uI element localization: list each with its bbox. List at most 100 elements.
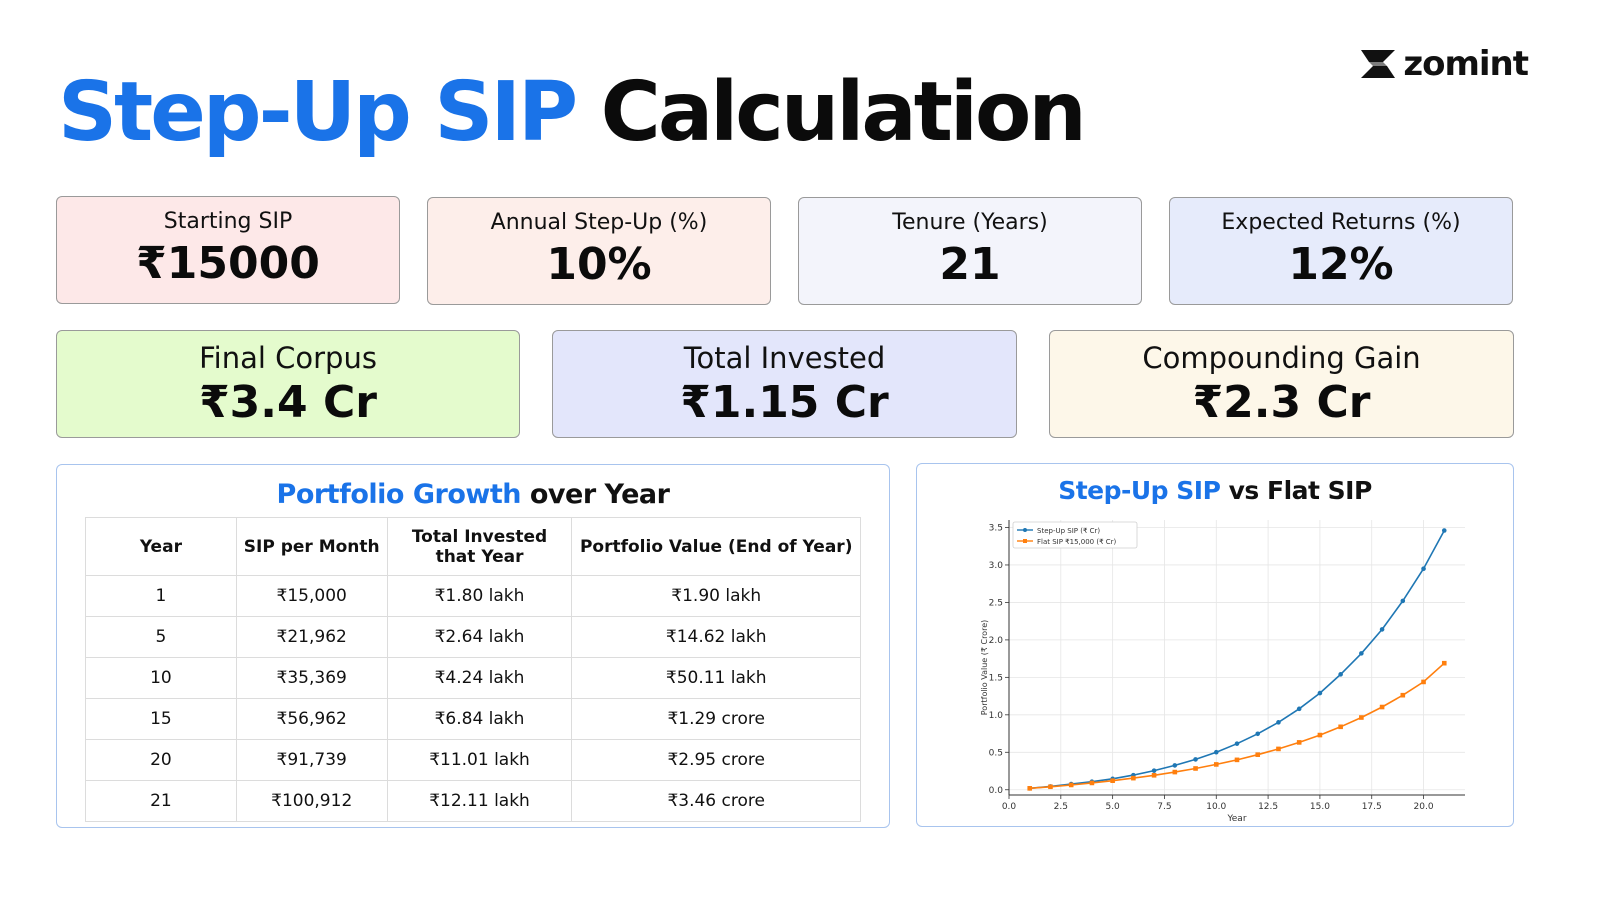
x-tick-label: 2.5	[1054, 802, 1068, 812]
table-cell: ₹11.01 lakh	[386, 739, 573, 781]
data-point	[1400, 692, 1406, 698]
data-point	[1317, 732, 1323, 738]
table-row: 15 ₹56,962 ₹6.84 lakh ₹1.29 crore	[85, 698, 861, 740]
x-axis-label: Year	[1226, 814, 1246, 824]
panel-title: Portfolio Growth over Year	[57, 479, 889, 510]
card-value: ₹15000	[136, 238, 320, 289]
table-cell: ₹1.90 lakh	[571, 575, 861, 617]
data-point	[1276, 720, 1281, 725]
column-header: Total Invested that Year	[386, 517, 573, 576]
data-point	[1213, 749, 1219, 755]
table-cell: ₹14.62 lakh	[571, 616, 861, 658]
table-cell: ₹15,000	[235, 575, 388, 617]
brand-logo: zomint	[1361, 44, 1529, 84]
data-point	[1338, 724, 1343, 730]
column-header: SIP per Month	[235, 517, 388, 576]
y-tick-label: 2.0	[989, 636, 1004, 646]
compounding-gain-card: Compounding Gain ₹2.3 Cr	[1049, 330, 1514, 438]
card-label: Total Invested	[683, 341, 886, 375]
card-value: 21	[939, 239, 1001, 290]
panel-title-highlight: Step-Up SIP	[1058, 476, 1221, 505]
data-point	[1131, 775, 1136, 781]
column-header: Portfolio Value (End of Year)	[571, 517, 861, 576]
title-rest: Calculation	[600, 65, 1087, 160]
x-tick-label: 0.0	[1002, 802, 1017, 812]
table-cell: 10	[85, 657, 237, 699]
table-cell: 5	[85, 616, 237, 658]
y-tick-label: 3.5	[989, 523, 1003, 533]
card-label: Compounding Gain	[1142, 341, 1421, 375]
series-line	[1029, 662, 1445, 790]
data-point	[1151, 772, 1157, 778]
legend-marker	[1023, 528, 1027, 532]
x-tick-label: 15.0	[1310, 802, 1330, 812]
card-label: Annual Step-Up (%)	[490, 210, 708, 235]
data-point	[1255, 731, 1261, 737]
data-point	[1193, 757, 1198, 762]
table-cell: 21	[85, 780, 237, 822]
y-tick-label: 0.0	[989, 786, 1004, 796]
table-row: 20 ₹91,739 ₹11.01 lakh ₹2.95 crore	[85, 739, 861, 781]
data-point	[1027, 786, 1033, 791]
legend-box	[1012, 521, 1138, 549]
data-point	[1379, 704, 1385, 710]
table-cell: ₹21,962	[235, 616, 388, 658]
x-tick-label: 10.0	[1206, 802, 1226, 812]
table-cell: 1	[85, 575, 237, 617]
x-tick-label: 20.0	[1414, 802, 1434, 812]
data-point	[1151, 768, 1157, 773]
y-tick-label: 1.5	[989, 673, 1003, 683]
data-point	[1317, 690, 1323, 696]
table-cell: ₹1.29 crore	[571, 698, 861, 740]
page-title: Step-Up SIP Calculation	[58, 65, 1087, 160]
data-point	[1296, 740, 1302, 745]
data-point	[1441, 660, 1447, 666]
table-cell: ₹6.84 lakh	[386, 698, 573, 740]
data-point	[1068, 782, 1074, 788]
zomint-logo-icon	[1361, 50, 1396, 78]
data-point	[1400, 598, 1406, 604]
table-cell: ₹50.11 lakh	[571, 657, 861, 699]
panel-title: Step-Up SIP vs Flat SIP	[917, 476, 1513, 505]
y-tick-label: 3.0	[989, 561, 1004, 571]
table-cell: 15	[85, 698, 237, 740]
card-label: Expected Returns (%)	[1221, 210, 1461, 235]
x-tick-label: 7.5	[1157, 802, 1171, 812]
data-point	[1089, 780, 1095, 786]
starting-sip-card: Starting SIP ₹15000	[56, 196, 400, 304]
table-cell: ₹3.46 crore	[571, 780, 861, 822]
table-cell: ₹2.64 lakh	[386, 616, 573, 658]
total-invested-card: Total Invested ₹1.15 Cr	[552, 330, 1017, 438]
card-value: 10%	[546, 239, 652, 290]
data-point	[1379, 627, 1385, 632]
data-point	[1213, 762, 1219, 767]
table-row: 1 ₹15,000 ₹1.80 lakh ₹1.90 lakh	[85, 575, 861, 617]
brand-name: zomint	[1403, 44, 1529, 84]
legend-label: Flat SIP ₹15,000 (₹ Cr)	[1037, 538, 1117, 546]
panel-title-highlight: Portfolio Growth	[276, 479, 522, 510]
data-point	[1110, 778, 1115, 783]
expected-returns-card: Expected Returns (%) 12%	[1169, 197, 1513, 305]
table-row: 10 ₹35,369 ₹4.24 lakh ₹50.11 lakh	[85, 657, 861, 699]
annual-step-up-card: Annual Step-Up (%) 10%	[427, 197, 771, 305]
legend-marker	[1023, 539, 1027, 543]
table-cell: ₹1.80 lakh	[386, 575, 573, 617]
data-point	[1338, 672, 1343, 677]
portfolio-growth-table: Year SIP per Month Total Invested that Y…	[85, 517, 861, 822]
y-tick-label: 0.5	[989, 748, 1003, 758]
column-header: Year	[85, 517, 237, 576]
table-header-row: Year SIP per Month Total Invested that Y…	[85, 517, 861, 576]
card-label: Tenure (Years)	[892, 210, 1048, 235]
data-point	[1234, 757, 1240, 763]
data-point	[1421, 679, 1426, 685]
data-point	[1234, 741, 1240, 746]
series-line	[1029, 530, 1446, 790]
card-value: ₹2.3 Cr	[1192, 377, 1371, 428]
data-point	[1193, 766, 1198, 771]
table-cell: 20	[85, 739, 237, 781]
table-row: 21 ₹100,912 ₹12.11 lakh ₹3.46 crore	[85, 780, 861, 822]
step-up-vs-flat-chart: 0.0 2.5 5.0 7.5 10.0 12.5 15.0 17.5 20.0 0.0 0.5 1.…	[980, 520, 1465, 824]
table-cell: ₹2.95 crore	[571, 739, 861, 781]
card-label: Final Corpus	[199, 341, 377, 375]
y-axis-label: Portfolio Value (₹ Crore)	[980, 620, 989, 715]
